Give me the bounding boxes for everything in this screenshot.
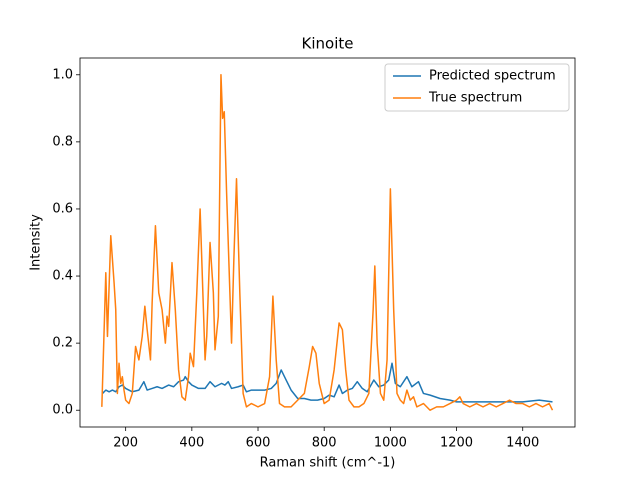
- x-axis-label: Raman shift (cm^-1): [260, 456, 396, 471]
- y-tick-label: 0.6: [52, 201, 73, 216]
- legend-label: Predicted spectrum: [429, 69, 556, 84]
- x-tick-label: 800: [312, 436, 337, 451]
- x-tick-label: 600: [246, 436, 271, 451]
- plot-frame: [79, 57, 576, 428]
- data-line: [101, 362, 553, 403]
- y-axis-label: Intensity: [29, 214, 44, 271]
- data-line: [101, 74, 554, 411]
- y-tick-label: 1.0: [52, 67, 73, 82]
- x-tick-label: 400: [179, 436, 204, 451]
- x-tick-label: 1200: [440, 436, 473, 451]
- y-tick-label: 0.0: [52, 403, 73, 418]
- x-tick-label: 1400: [506, 436, 539, 451]
- chart-title: Kinoite: [302, 35, 354, 53]
- x-tick-label: 1000: [374, 436, 407, 451]
- x-tick-label: 200: [113, 436, 138, 451]
- y-tick-label: 0.2: [52, 336, 73, 351]
- legend-label: True spectrum: [428, 91, 522, 106]
- legend-box: [384, 63, 570, 112]
- y-tick-label: 0.4: [52, 269, 73, 284]
- y-tick-label: 0.8: [52, 134, 73, 149]
